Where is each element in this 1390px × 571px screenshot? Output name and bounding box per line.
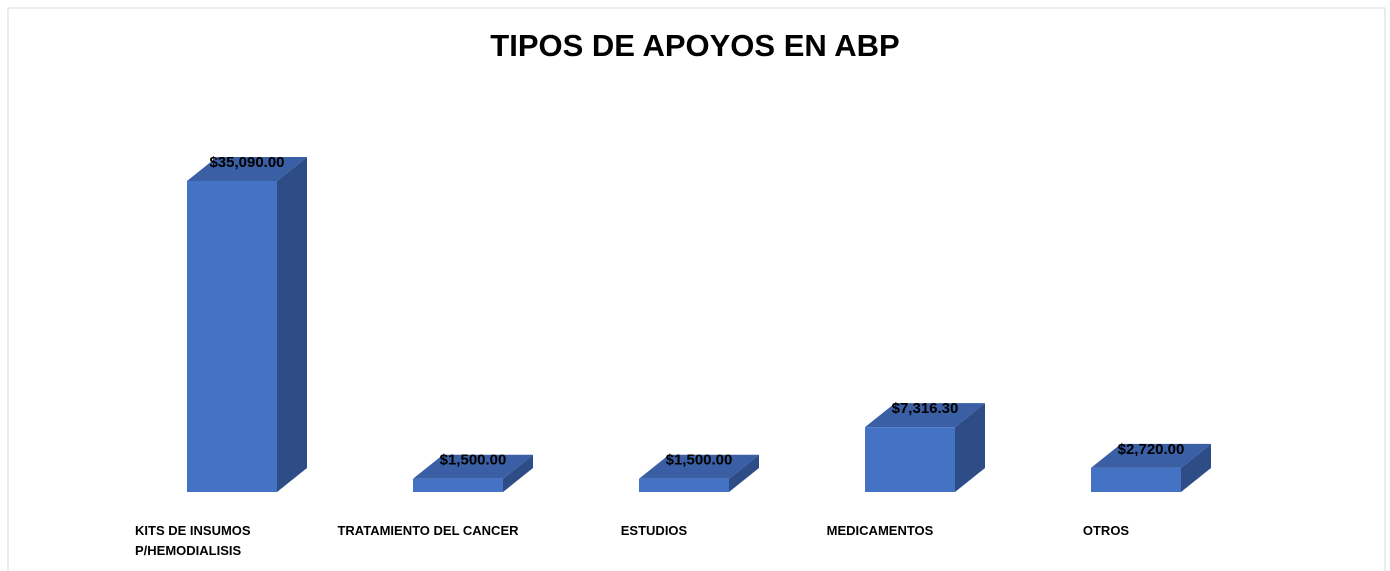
data-label: $35,090.00: [209, 154, 284, 171]
x-tick-label: KITS DE INSUMOS P/HEMODIALISIS: [135, 523, 251, 558]
bar-side: [729, 454, 759, 492]
data-label: $1,500.00: [666, 452, 733, 469]
bar-side: [503, 454, 533, 492]
data-label: $2,720.00: [1118, 441, 1185, 458]
bar-top: [639, 454, 759, 479]
x-tick-label: ESTUDIOS: [620, 523, 688, 538]
bar: [639, 478, 729, 492]
bar: [865, 427, 955, 492]
data-label: $7,316.30: [892, 400, 959, 417]
data-label: $1,500.00: [440, 452, 507, 469]
chart-title: TIPOS DE APOYOS EN ABP: [490, 28, 899, 63]
bar-top: [413, 454, 533, 479]
x-tick-label: MEDICAMENTOS: [826, 523, 934, 538]
bar-side: [277, 157, 307, 492]
bar: [413, 478, 503, 492]
x-tick-label: OTROS: [1082, 523, 1130, 538]
bar: [1091, 467, 1181, 492]
bar-top: [1091, 443, 1211, 468]
bar: [187, 181, 277, 492]
bar-top: [187, 157, 307, 181]
bar-top: [865, 403, 985, 428]
x-tick-label: TRATAMIENTO DEL CANCER: [337, 523, 519, 538]
chart-border: [7, 7, 1386, 571]
bar-side: [955, 403, 985, 492]
bar-side: [1181, 443, 1211, 492]
